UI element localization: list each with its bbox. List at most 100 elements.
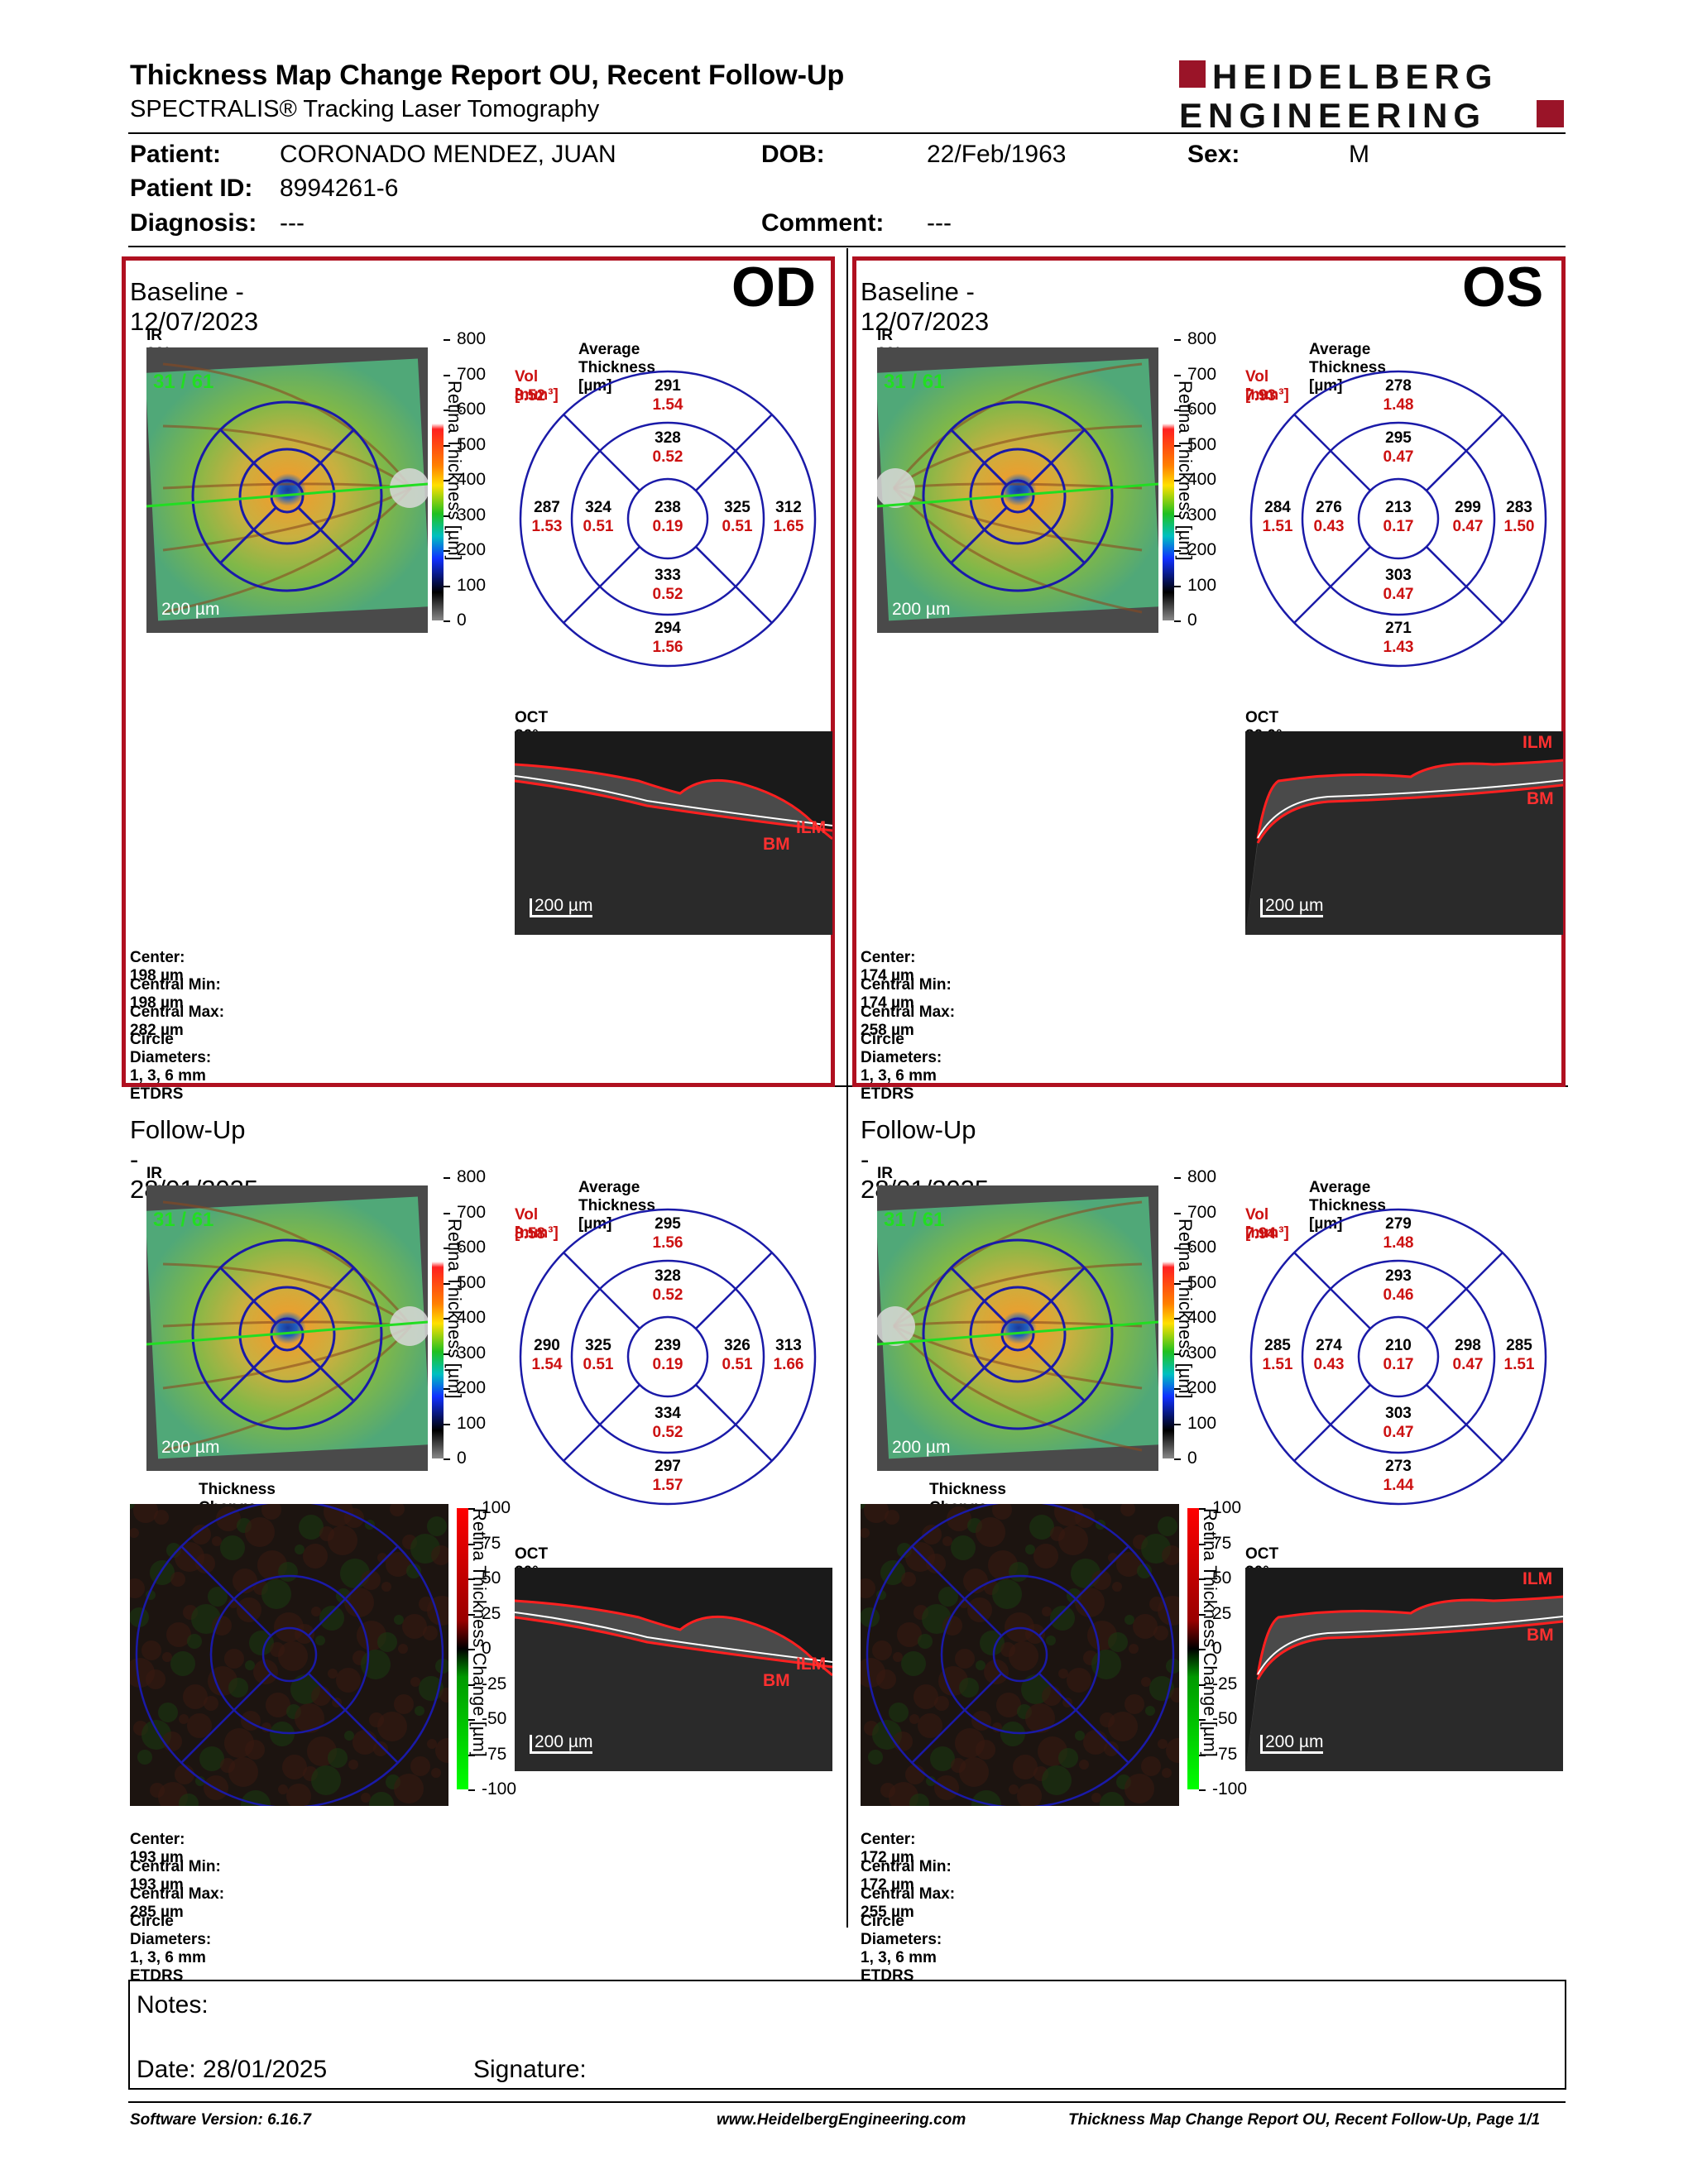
patient-id-label: Patient ID: [130, 175, 253, 202]
sector-volume: 1.57 [652, 1477, 683, 1494]
colorbar-tick [1174, 1212, 1181, 1214]
sector-thickness: 313 [775, 1337, 802, 1354]
colorbar-tick-label: 200 [457, 1378, 487, 1397]
colorbar-tick-label: 500 [1187, 434, 1217, 454]
colorbar-tick-label: -100 [482, 1779, 517, 1798]
colorbar-axis-label: Retina Thickness Change [µm] [1200, 1508, 1220, 1757]
statistics-block: Center:198 µm Central Min:198 µm Central M… [130, 949, 258, 1103]
stat-label: Central Min: [861, 976, 952, 994]
colorbar-tick [1174, 1388, 1181, 1390]
sex-label: Sex: [1187, 141, 1240, 168]
colorbar-tick [444, 1248, 450, 1249]
sector-volume: 0.52 [652, 1424, 683, 1441]
sector-thickness: 294 [655, 620, 681, 637]
avg-thickness-label: Average Thickness [µm] [578, 1179, 655, 1233]
sector-volume: 1.66 [773, 1356, 804, 1373]
stat-value: 282 µm [130, 1022, 184, 1039]
thickness-change-map [861, 1504, 1179, 1806]
sector-thickness: 312 [775, 499, 802, 516]
sector-thickness: 295 [655, 1215, 681, 1233]
sector-thickness: 287 [534, 499, 560, 516]
colorbar-tick [1174, 444, 1181, 447]
sector-thickness: 326 [724, 1337, 750, 1354]
notes-box[interactable]: Notes: Date: 28/01/2025 Signature: [128, 1980, 1566, 2090]
sector-thickness: 303 [1385, 567, 1412, 584]
statistics-block: Center:174 µm Central Min:174 µm Central M… [861, 949, 989, 1103]
colorbar-tick [1199, 1649, 1206, 1650]
colorbar-tick-label: -75 [1212, 1744, 1238, 1764]
sector-thickness: 325 [724, 499, 750, 516]
thickness-colorbar [1163, 1177, 1174, 1458]
colorbar-tick [1174, 480, 1181, 481]
colorbar-tick-label: 100 [1187, 1413, 1217, 1433]
colorbar-tick [468, 1543, 475, 1545]
website-link[interactable]: www.HeidelbergEngineering.com [717, 2111, 966, 2129]
eye-label: OS [1462, 256, 1544, 318]
sector-volume: 0.43 [1313, 1356, 1345, 1373]
colorbar-tick [444, 515, 450, 517]
bm-label: BM [763, 835, 790, 854]
sector-thickness: 271 [1385, 620, 1412, 637]
colorbar-tick [1199, 1578, 1206, 1580]
colorbar-tick-label: 400 [1187, 1308, 1217, 1327]
frame-counter: 31 / 61 [153, 1209, 214, 1231]
scale-bar-label: 200 µm [161, 1438, 220, 1457]
stat-value: 174 µm [861, 967, 914, 984]
stat-label: Central Min: [130, 976, 221, 994]
sector-thickness: 279 [1385, 1215, 1412, 1233]
stat-value: 193 µm [130, 1849, 184, 1866]
sector-thickness: 290 [534, 1337, 560, 1354]
vol-label: Vol [mm³] [1245, 368, 1289, 404]
sector-thickness: 297 [655, 1458, 681, 1475]
colorbar-tick-label: -75 [482, 1744, 507, 1764]
colorbar-tick-label: 0 [1187, 611, 1197, 630]
sector-volume: 1.50 [1503, 518, 1535, 535]
sector-thickness: 213 [1385, 499, 1412, 516]
patient-label: Patient: [130, 141, 222, 168]
bm-label: BM [1527, 1626, 1554, 1645]
colorbar-tick [444, 410, 450, 411]
stat-value: 174 µm [861, 994, 914, 1012]
avg-thickness-label: Average Thickness [µm] [1309, 341, 1386, 395]
stat-value: 255 µm [861, 1904, 914, 1921]
colorbar-tick-label: 500 [457, 1272, 487, 1292]
stat-row: Circle Diameters:1, 3, 6 mm ETDRS [861, 1913, 989, 1985]
colorbar-tick [1199, 1543, 1206, 1545]
stat-row: Circle Diameters:1, 3, 6 mm ETDRS [130, 1913, 258, 1985]
stat-value: 172 µm [861, 1876, 914, 1894]
vol-total: 8.52 [515, 387, 545, 405]
colorbar-tick [1174, 1423, 1181, 1425]
colorbar-tick [444, 1423, 450, 1425]
colorbar-tick [1199, 1719, 1206, 1721]
svg-text:HEIDELBERG: HEIDELBERG [1212, 58, 1498, 96]
colorbar-tick-label: 400 [1187, 470, 1217, 489]
sector-volume: 1.48 [1383, 396, 1414, 414]
sector-thickness: 239 [655, 1337, 681, 1354]
stat-row: Center:193 µm [130, 1831, 258, 1866]
colorbar-tick-label: 400 [457, 470, 487, 489]
stat-label: Central Min: [130, 1858, 221, 1875]
stat-row: Central Min:172 µm [861, 1858, 989, 1894]
colorbar-tick [444, 1388, 450, 1390]
stat-value: 285 µm [130, 1904, 184, 1921]
sector-thickness: 303 [1385, 1405, 1412, 1422]
sector-volume: 0.51 [583, 1356, 614, 1373]
etdrs-grid: 213 0.17 295 0.47 303 0.47 276 0.43 299 0.47 278 1.… [1249, 370, 1547, 668]
sector-thickness: 283 [1506, 499, 1532, 516]
sector-thickness: 333 [655, 567, 681, 584]
stat-label: Center: [130, 1831, 185, 1848]
stat-label: Central Max: [861, 1003, 956, 1021]
colorbar-tick-label: 800 [457, 329, 487, 348]
colorbar-tick [1174, 1318, 1181, 1320]
column-divider [846, 248, 848, 1928]
stat-row: Central Max:285 µm [130, 1885, 258, 1921]
oct-bscan: ILM BM 200 µm [515, 731, 832, 935]
colorbar-tick-label: 0 [1212, 1639, 1222, 1658]
sector-thickness: 328 [655, 429, 681, 447]
sector-volume: 0.47 [1452, 1356, 1484, 1373]
vol-label: Vol [mm³] [1245, 1206, 1289, 1242]
comment-value: --- [927, 209, 952, 237]
panel-title: Baseline - 12/07/2023 [130, 277, 259, 336]
sector-thickness: 293 [1385, 1267, 1412, 1285]
sector-thickness: 324 [585, 499, 611, 516]
